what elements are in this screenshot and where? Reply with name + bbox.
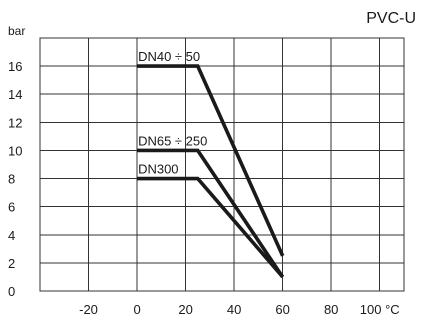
x-tick-label: -20 bbox=[79, 302, 98, 317]
y-axis-ticks: 0 2 4 6 8 10 12 14 16 bbox=[8, 59, 22, 299]
x-axis-ticks: -20 0 20 40 60 80 100 °C bbox=[79, 302, 400, 317]
y-axis-unit: bar bbox=[8, 24, 25, 38]
series-labels: DN40 ÷ 50 DN65 ÷ 250 DN300 bbox=[138, 49, 207, 176]
series-line-1 bbox=[137, 64, 285, 257]
y-tick-label: 16 bbox=[8, 59, 22, 74]
x-tick-label: 60 bbox=[275, 302, 289, 317]
y-tick-label: 0 bbox=[8, 284, 15, 299]
y-tick-label: 14 bbox=[8, 87, 22, 102]
series-line-2 bbox=[137, 148, 285, 278]
series-label-3: DN300 bbox=[138, 162, 178, 177]
chart-title: PVC-U bbox=[366, 10, 416, 27]
x-tick-label: 0 bbox=[133, 302, 140, 317]
y-tick-label: 12 bbox=[8, 115, 22, 130]
x-tick-label: 80 bbox=[324, 302, 338, 317]
y-tick-label: 8 bbox=[8, 172, 15, 187]
y-tick-label: 2 bbox=[8, 256, 15, 271]
y-tick-label: 4 bbox=[8, 228, 15, 243]
grid bbox=[40, 38, 404, 291]
series-line-3 bbox=[137, 176, 285, 279]
x-tick-label: 100 °C bbox=[360, 302, 400, 317]
y-tick-label: 6 bbox=[8, 200, 15, 215]
series-label-2: DN65 ÷ 250 bbox=[138, 133, 207, 148]
y-tick-label: 10 bbox=[8, 143, 22, 158]
series-lines bbox=[137, 64, 285, 279]
series-label-1: DN40 ÷ 50 bbox=[138, 49, 200, 64]
plot-frame bbox=[39, 37, 405, 292]
x-tick-label: 40 bbox=[227, 302, 241, 317]
x-tick-label: 20 bbox=[178, 302, 192, 317]
